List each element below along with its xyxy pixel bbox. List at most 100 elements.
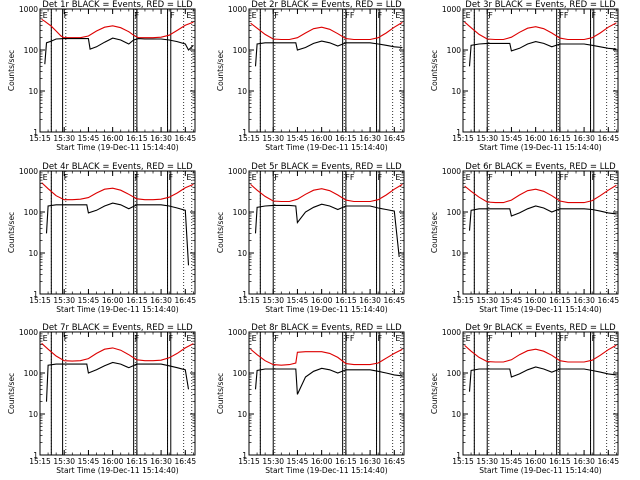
plot-frame bbox=[39, 8, 196, 133]
x-tick-label: 15:45 bbox=[78, 457, 100, 466]
flag-label: F bbox=[488, 173, 493, 182]
flag-label: E bbox=[466, 173, 471, 182]
flag-label: E bbox=[186, 173, 191, 182]
x-tick-label: 16:45 bbox=[598, 457, 620, 466]
y-tick-label: 1 bbox=[242, 128, 247, 137]
x-tick-label: 16:15 bbox=[335, 134, 357, 143]
flag-label: E bbox=[252, 11, 257, 20]
x-tick-label: 15:45 bbox=[501, 457, 523, 466]
x-tick-label: 15:45 bbox=[78, 134, 100, 143]
x-tick-label: 16:30 bbox=[359, 296, 381, 305]
series-line-lld bbox=[250, 348, 403, 366]
flag-label: E bbox=[252, 173, 257, 182]
y-tick-label: 1 bbox=[456, 128, 461, 137]
x-tick-label: 15:15 bbox=[238, 457, 260, 466]
x-tick-label: 16:30 bbox=[573, 296, 595, 305]
x-tick-label: 16:45 bbox=[384, 134, 406, 143]
flag-label: FF bbox=[345, 11, 355, 20]
x-axis-label: Start Time (19-Dec-11 15:14:40) bbox=[479, 466, 601, 475]
series-line-lld bbox=[464, 21, 617, 41]
series-line-lld bbox=[41, 18, 194, 39]
y-tick-label: 100 bbox=[24, 46, 39, 55]
x-tick-label: 16:00 bbox=[311, 134, 333, 143]
x-tick-label: 16:00 bbox=[102, 296, 124, 305]
y-tick-label: 100 bbox=[24, 208, 39, 217]
flag-label: F bbox=[169, 173, 174, 182]
y-tick-label: 1000 bbox=[442, 328, 461, 337]
x-axis-label: Start Time (19-Dec-11 15:14:40) bbox=[56, 305, 178, 314]
y-tick-label: 10 bbox=[237, 249, 247, 258]
y-tick-label: 1000 bbox=[442, 167, 461, 176]
series-line-events bbox=[45, 202, 190, 266]
flag-label: F bbox=[274, 11, 279, 20]
y-tick-label: 100 bbox=[447, 369, 462, 378]
y-axis-label: Counts/sec bbox=[7, 373, 16, 414]
flag-label: F bbox=[488, 11, 493, 20]
x-tick-label: 15:45 bbox=[287, 296, 309, 305]
flag-label: FF bbox=[345, 334, 355, 343]
y-tick-label: 1000 bbox=[19, 5, 38, 14]
y-tick-label: 1000 bbox=[442, 5, 461, 14]
x-tick-label: 16:00 bbox=[525, 457, 547, 466]
x-tick-label: 15:45 bbox=[501, 134, 523, 143]
y-axis-label: Counts/sec bbox=[7, 50, 16, 91]
x-tick-label: 16:45 bbox=[175, 457, 197, 466]
series-line-events bbox=[468, 41, 617, 67]
y-tick-label: 100 bbox=[233, 369, 248, 378]
y-tick-label: 10 bbox=[451, 87, 461, 96]
flag-label: E bbox=[43, 334, 48, 343]
x-tick-label: 15:15 bbox=[452, 134, 474, 143]
y-tick-label: 100 bbox=[233, 208, 248, 217]
flag-label: E bbox=[43, 173, 48, 182]
x-tick-label: 15:30 bbox=[262, 457, 284, 466]
x-tick-label: 16:15 bbox=[335, 296, 357, 305]
x-tick-label: 15:30 bbox=[476, 457, 498, 466]
flag-label: F bbox=[592, 11, 597, 20]
flag-label: F bbox=[378, 334, 383, 343]
y-tick-label: 1 bbox=[33, 451, 38, 460]
y-tick-label: 100 bbox=[447, 208, 462, 217]
flag-label: F bbox=[488, 334, 493, 343]
series-line-events bbox=[254, 203, 400, 258]
series-line-events bbox=[44, 37, 194, 65]
chart-title: Det 5r BLACK = Events, RED = LLD bbox=[251, 162, 402, 172]
flag-label: F bbox=[64, 173, 69, 182]
y-tick-label: 1000 bbox=[228, 5, 247, 14]
y-tick-label: 100 bbox=[447, 46, 462, 55]
x-tick-label: 15:30 bbox=[53, 134, 75, 143]
y-tick-label: 1000 bbox=[19, 167, 38, 176]
flag-label: F bbox=[274, 173, 279, 182]
x-tick-label: 16:00 bbox=[525, 296, 547, 305]
y-tick-label: 100 bbox=[233, 46, 248, 55]
x-tick-label: 16:45 bbox=[384, 457, 406, 466]
y-axis-label: Counts/sec bbox=[430, 50, 439, 91]
y-tick-label: 1 bbox=[456, 290, 461, 299]
x-tick-label: 16:00 bbox=[102, 457, 124, 466]
flag-label: FF bbox=[345, 173, 355, 182]
flag-label: E bbox=[43, 11, 48, 20]
x-tick-label: 16:30 bbox=[573, 134, 595, 143]
x-axis-label: Start Time (19-Dec-11 15:14:40) bbox=[265, 143, 387, 152]
series-line-lld bbox=[464, 344, 617, 363]
chart-title: Det 3r BLACK = Events, RED = LLD bbox=[465, 0, 616, 10]
plot-frame bbox=[248, 170, 405, 295]
flag-label: E bbox=[466, 334, 471, 343]
x-tick-label: 16:30 bbox=[573, 457, 595, 466]
series-line-lld bbox=[464, 184, 617, 204]
chart-title: Det 8r BLACK = Events, RED = LLD bbox=[251, 323, 402, 333]
flag-label: E bbox=[186, 11, 191, 20]
x-tick-label: 15:15 bbox=[238, 134, 260, 143]
flag-label: E bbox=[252, 334, 257, 343]
x-axis-label: Start Time (19-Dec-11 15:14:40) bbox=[56, 143, 178, 152]
flag-label: E bbox=[186, 334, 191, 343]
x-tick-label: 16:45 bbox=[175, 134, 197, 143]
chart-title: Det 2r BLACK = Events, RED = LLD bbox=[251, 0, 402, 10]
flag-label: F bbox=[135, 173, 140, 182]
y-tick-label: 10 bbox=[451, 410, 461, 419]
y-tick-label: 1 bbox=[33, 290, 38, 299]
